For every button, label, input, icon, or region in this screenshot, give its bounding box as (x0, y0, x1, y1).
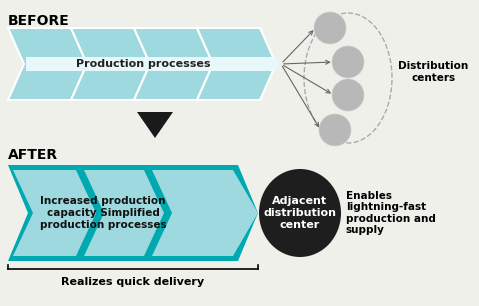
Circle shape (332, 46, 364, 78)
Polygon shape (76, 170, 104, 256)
Text: BEFORE: BEFORE (8, 14, 70, 28)
Polygon shape (71, 28, 150, 100)
Polygon shape (144, 170, 172, 256)
Text: Increased production
capacity Simplified
production processes: Increased production capacity Simplified… (40, 196, 166, 230)
Polygon shape (197, 28, 276, 100)
Polygon shape (8, 28, 87, 100)
Text: Adjacent
distribution
center: Adjacent distribution center (263, 196, 337, 230)
Circle shape (319, 114, 351, 146)
Polygon shape (13, 170, 258, 256)
Ellipse shape (259, 169, 341, 257)
Text: Distribution
centers: Distribution centers (398, 61, 468, 83)
Text: Realizes quick delivery: Realizes quick delivery (61, 277, 205, 287)
Circle shape (314, 12, 346, 44)
Text: Production processes: Production processes (76, 59, 211, 69)
Polygon shape (134, 28, 213, 100)
Text: AFTER: AFTER (8, 148, 58, 162)
Polygon shape (137, 112, 173, 138)
Text: Enables
lightning-fast
production and
supply: Enables lightning-fast production and su… (346, 191, 436, 235)
Circle shape (332, 79, 364, 111)
Polygon shape (8, 165, 258, 261)
